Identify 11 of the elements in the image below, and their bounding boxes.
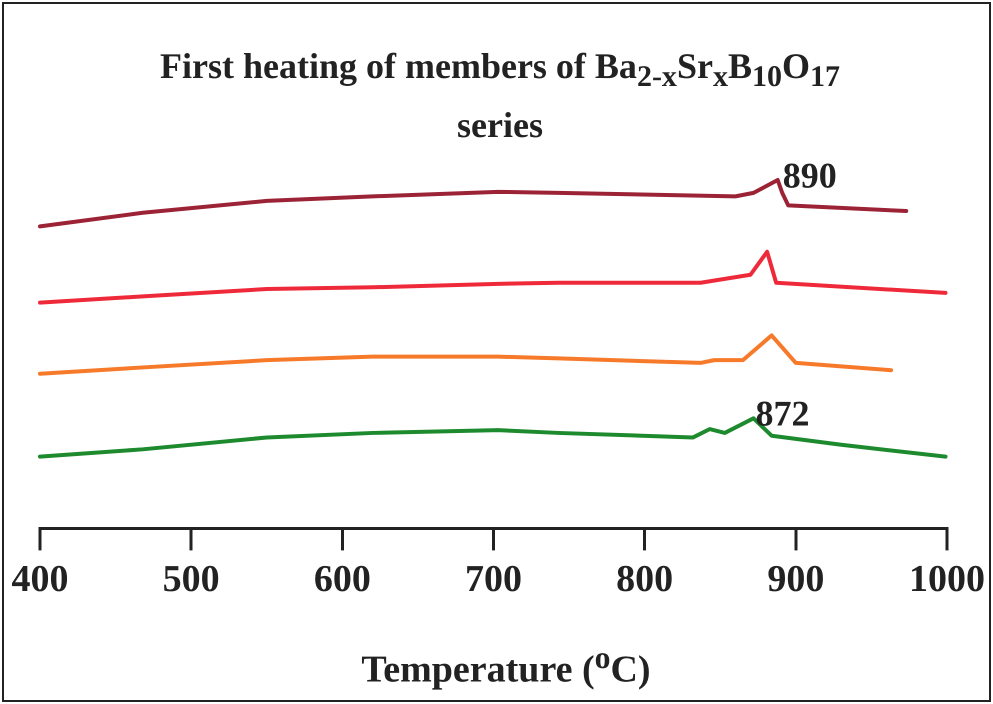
annotation: 890	[782, 155, 837, 196]
x-tick-label: 600	[314, 558, 371, 600]
x-tick-label: 500	[162, 558, 220, 600]
x-axis-title: Temperature ($^{o}$C)	[360, 640, 652, 692]
x-tick-label: 1000	[909, 558, 985, 600]
x-tick-label: 900	[767, 558, 824, 600]
x-tick-label: 700	[465, 558, 522, 600]
x-tick-label: 400	[12, 558, 68, 600]
x-tick-label: 800	[616, 558, 674, 600]
annotation: 872	[756, 394, 810, 434]
chart-title: First heating of members of Ba$_{2-x}$Sr$_{x}$B$_{10}$O$_{17}$ series	[160, 46, 840, 146]
